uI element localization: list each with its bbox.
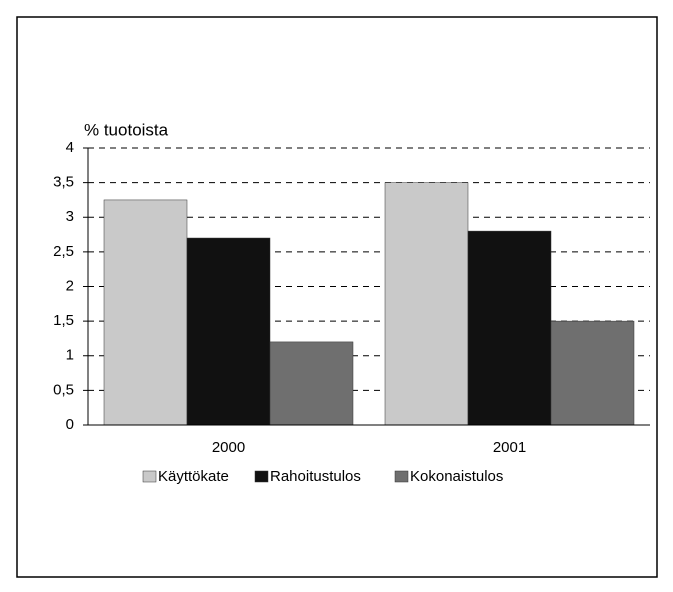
y-tick-label: 1,5 xyxy=(53,312,74,329)
legend-swatch xyxy=(394,470,409,483)
y-tick-label: 0,5 xyxy=(53,381,74,398)
bar xyxy=(103,199,188,426)
legend-label: Kokonaistulos xyxy=(410,468,503,485)
y-tick-label: 3 xyxy=(66,208,74,225)
legend-label: Käyttökate xyxy=(158,468,229,485)
bar xyxy=(186,237,271,426)
bar xyxy=(467,230,552,426)
legend-label: Rahoitustulos xyxy=(270,468,361,485)
y-tick-label: 2,5 xyxy=(53,243,74,260)
legend-swatch xyxy=(254,470,269,483)
y-tick-label: 0 xyxy=(66,416,74,433)
bar xyxy=(384,182,469,426)
bar xyxy=(269,341,354,426)
legend-swatch xyxy=(142,470,157,483)
y-axis-label: % tuotoista xyxy=(84,120,169,139)
y-tick-label: 1 xyxy=(66,347,74,364)
bar xyxy=(550,320,635,426)
y-tick-label: 3,5 xyxy=(53,174,74,191)
x-tick-label: 2000 xyxy=(212,439,245,456)
y-tick-label: 2 xyxy=(66,277,74,294)
y-tick-label: 4 xyxy=(66,139,74,156)
x-tick-label: 2001 xyxy=(493,439,526,456)
